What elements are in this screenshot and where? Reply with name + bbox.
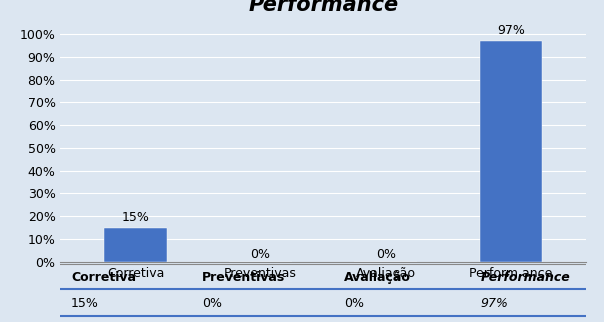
Title: Performance: Performance [248,0,398,15]
Text: Preventivas: Preventivas [202,271,286,284]
Text: Corretiva: Corretiva [71,271,136,284]
Text: 15%: 15% [121,211,149,224]
Text: 0%: 0% [344,298,364,310]
Text: 97%: 97% [497,24,525,37]
Text: 15%: 15% [71,298,99,310]
Bar [480,41,542,262]
Text: 97%: 97% [481,298,509,310]
Text: Avaliação: Avaliação [344,271,411,284]
Bar [104,228,167,262]
Text: 0%: 0% [202,298,222,310]
Text: 0%: 0% [376,248,396,261]
Text: 0%: 0% [251,248,271,261]
Text: Performance: Performance [481,271,571,284]
